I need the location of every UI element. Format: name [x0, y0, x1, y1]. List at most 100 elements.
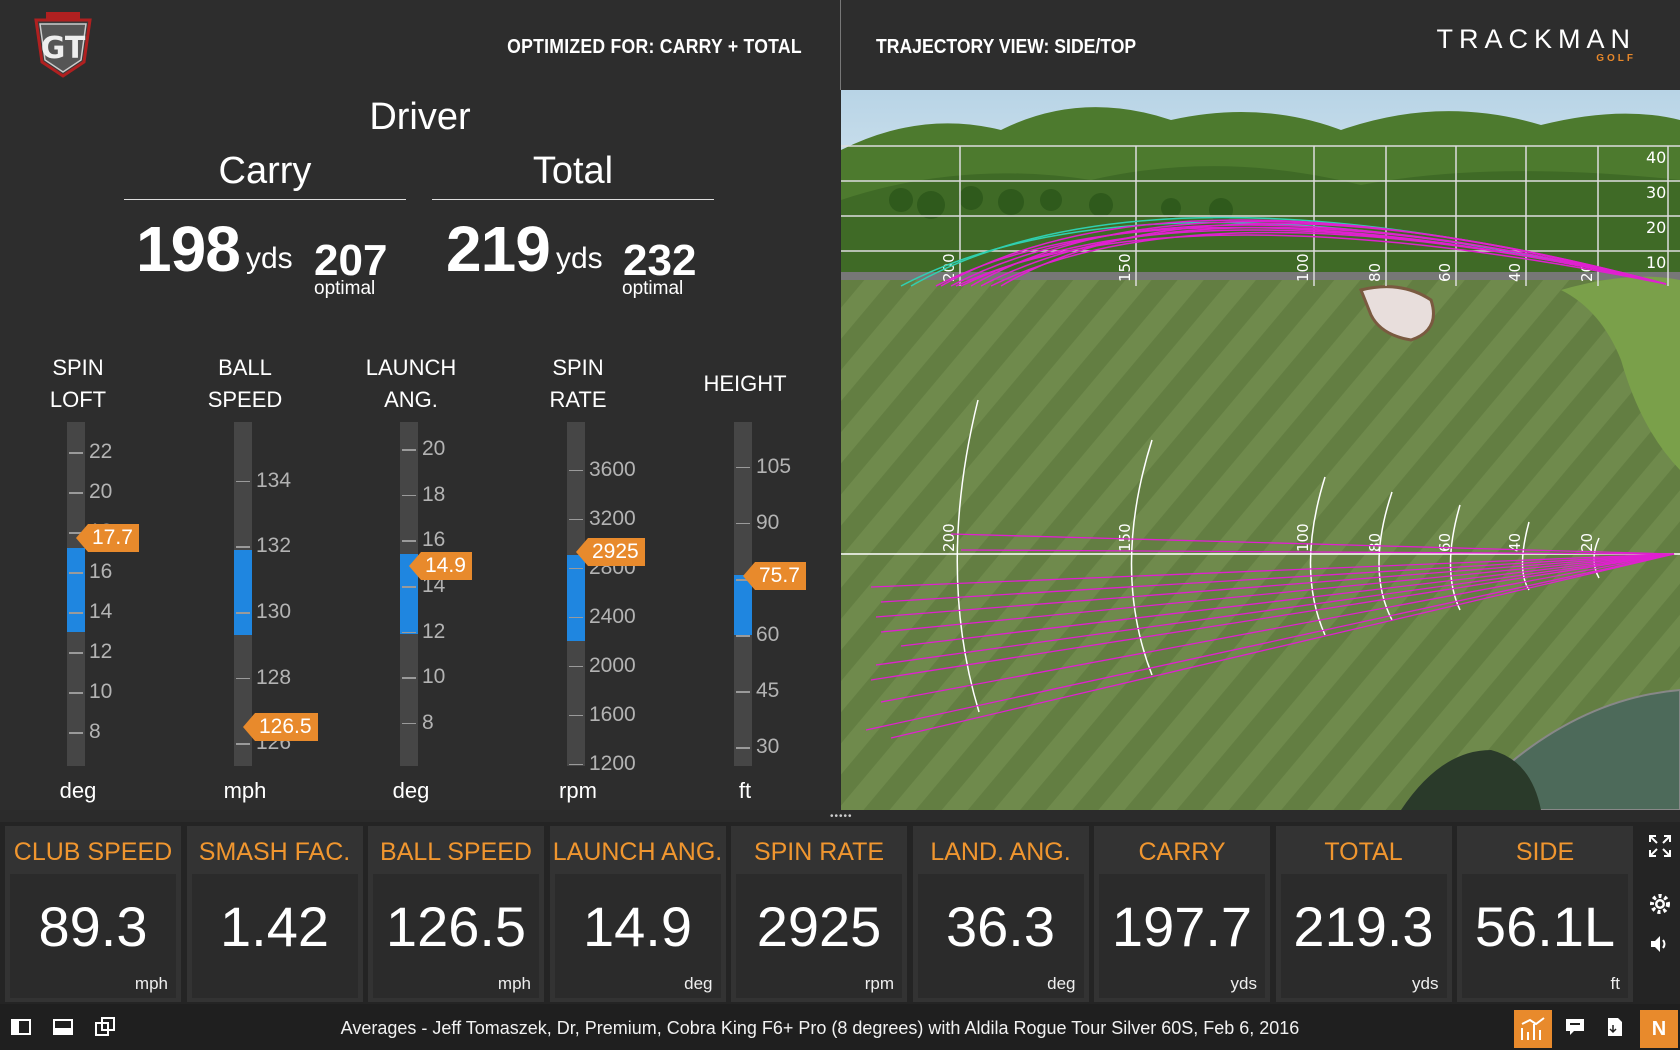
gauge-tick: [736, 747, 750, 749]
top-view-shot-lines: [865, 533, 1675, 739]
gauge-tick-label: 22: [89, 440, 113, 463]
data-tile[interactable]: SMASH FAC. 1.42: [186, 826, 363, 1002]
tile-value: 89.3: [38, 895, 148, 958]
gauge-tick-label: 16: [89, 560, 113, 583]
data-tile[interactable]: TOTAL 219.3 yds: [1275, 826, 1452, 1002]
gauge-tick: [736, 466, 750, 469]
layout-windows-icon[interactable]: [94, 1016, 116, 1038]
svg-text:40: 40: [1506, 533, 1524, 552]
gauge-tick-label: 2000: [589, 653, 636, 677]
gauge-value-marker: 17.7: [76, 524, 139, 552]
optimizer-panel: Driver Carry 198 yds optimal 207 Total 2…: [0, 90, 840, 810]
tile-title: SIDE: [1515, 838, 1575, 866]
data-tiles: CLUB SPEED 89.3 mph SMASH FAC. 1.42 BALL SPEE…: [0, 822, 1640, 1004]
gauge-title-line2: HEIGHT: [703, 371, 787, 396]
tile-value-box: 197.7 yds: [1099, 874, 1265, 998]
svg-text:60: 60: [1436, 533, 1454, 552]
gauge-title-line1: BALL: [218, 355, 272, 380]
gear-icon[interactable]: [1648, 892, 1672, 916]
data-tile[interactable]: CARRY 197.7 yds: [1094, 826, 1270, 1002]
tile-unit: yds: [1230, 974, 1257, 993]
data-tile[interactable]: BALL SPEED 126.5 mph: [368, 826, 544, 1002]
layout-bottom-icon[interactable]: [52, 1016, 74, 1038]
gauge-tick: [69, 612, 83, 614]
data-tile[interactable]: SPIN RATE 2925 rpm: [731, 826, 907, 1002]
gauge-tick: [402, 631, 416, 634]
carry-title: Carry: [124, 150, 406, 200]
tile-value: 1.42: [220, 895, 329, 958]
tile-title: CLUB SPEED: [13, 838, 173, 866]
data-tile[interactable]: CLUB SPEED 89.3 mph: [5, 826, 181, 1002]
data-tile[interactable]: SIDE 56.1L ft: [1457, 826, 1633, 1002]
comment-icon[interactable]: [1564, 1016, 1586, 1038]
tile-title: BALL SPEED: [380, 838, 532, 866]
n-badge[interactable]: N: [1640, 1010, 1678, 1048]
gauge-tick: [402, 540, 416, 542]
speaker-icon[interactable]: [1648, 932, 1672, 956]
data-tile[interactable]: LAUNCH ANG. 14.9 deg: [549, 826, 726, 1002]
layout-left-icon[interactable]: [10, 1016, 32, 1038]
gauge-tick: [402, 586, 416, 588]
svg-text:30: 30: [1646, 183, 1666, 202]
gauge-tick-label: 12: [422, 619, 446, 643]
gauge-tick-label: 1600: [589, 702, 636, 726]
gauge-title-line1: LAUNCH: [365, 355, 457, 380]
gauge-value-marker: 2925: [576, 538, 645, 567]
gauge-tick: [69, 572, 83, 574]
svg-text:GT: GT: [41, 31, 86, 66]
gauge-tick-label: 134: [256, 468, 292, 492]
tile-value-box: 89.3 mph: [10, 874, 176, 998]
gauge-title: BALL SPEED: [185, 352, 305, 416]
gauge-title-line1: SPIN: [552, 355, 604, 380]
svg-text:20: 20: [1646, 218, 1666, 237]
tile-value: 56.1L: [1474, 895, 1616, 958]
gauge-track: [400, 422, 418, 766]
svg-text:150: 150: [1116, 523, 1134, 552]
gauge-tick-label: 8: [89, 720, 101, 743]
trajectory-view-label[interactable]: TRAJECTORY VIEW: SIDE/TOP: [876, 36, 1137, 58]
svg-text:20: 20: [1578, 533, 1596, 552]
document-icon[interactable]: [1604, 1016, 1626, 1038]
gauge-title-line2: LOFT: [49, 387, 107, 412]
splitter-grip[interactable]: •••••: [830, 811, 853, 822]
gauge-unit: mph: [223, 778, 267, 803]
total-optimal-label: optimal: [622, 278, 684, 299]
gauge-tick-label: 18: [422, 482, 446, 506]
gauge-tick: [69, 732, 83, 734]
gauge-tick-label: 8: [422, 710, 434, 734]
left-header: GT OPTIMIZED FOR: CARRY + TOTAL: [0, 0, 840, 90]
tile-value-box: 14.9 deg: [554, 874, 721, 998]
trajectory-view[interactable]: 40 30 20 10 200 150 100 80 60 40 20: [841, 90, 1680, 811]
tile-value: 197.7: [1111, 895, 1253, 958]
total-result: Total 219 yds optimal: [432, 150, 714, 299]
tile-title: SPIN RATE: [753, 838, 885, 866]
gauge-title: HEIGHT: [685, 336, 805, 400]
tile-unit: ft: [1610, 974, 1620, 993]
fullscreen-icon[interactable]: [1648, 834, 1672, 858]
tile-unit: mph: [134, 974, 168, 993]
gauge-tick: [569, 714, 583, 717]
gauge-tick: [569, 469, 583, 472]
gauge-tick: [236, 677, 250, 680]
gauge-tick-label: 128: [256, 665, 292, 689]
total-value: 219: [446, 213, 551, 285]
gauge-tick-label: 105: [756, 454, 792, 478]
data-tile[interactable]: LAND. ANG. 36.3 deg: [912, 826, 1089, 1002]
gauge-tick: [569, 616, 583, 619]
tile-title: TOTAL: [1324, 838, 1403, 866]
side-view-height-labels: 40 30 20 10: [1646, 148, 1666, 272]
carry-unit: yds: [246, 242, 293, 275]
trajectory-scene: 40 30 20 10 200 150 100 80 60 40 20: [841, 90, 1680, 811]
gauge-tick-label: 10: [422, 665, 446, 689]
chart-icon[interactable]: [1514, 1010, 1552, 1048]
gauge-unit: ft: [738, 778, 752, 803]
tile-title: LAUNCH ANG.: [552, 838, 723, 866]
panel-splitter[interactable]: •••••: [0, 810, 1680, 822]
gauge-tick-label: 14: [89, 600, 113, 623]
gauge-tick-label: 10: [89, 680, 113, 703]
gauge-unit: deg: [392, 778, 430, 803]
gauge-tick-label: 3200: [589, 506, 636, 530]
tile-value-box: 36.3 deg: [917, 874, 1084, 998]
gauge-tick-label: 30: [756, 735, 780, 759]
tile-unit: deg: [1047, 974, 1076, 993]
